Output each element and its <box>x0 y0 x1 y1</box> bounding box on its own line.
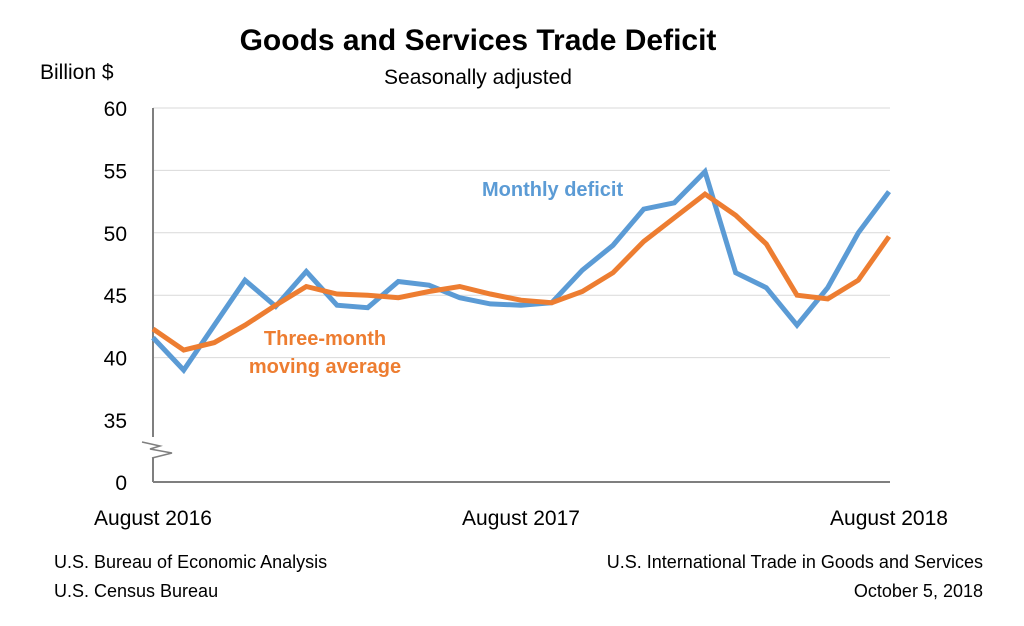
moving-average-label-line1: Three-month <box>264 328 386 350</box>
release-line-1: U.S. International Trade in Goods and Se… <box>607 552 983 572</box>
axis-break-icon <box>141 441 173 459</box>
y-tick-label: 35 <box>104 410 127 433</box>
y-tick-label: 50 <box>104 223 127 246</box>
y-tick-label: 45 <box>104 285 127 308</box>
moving-average-label-line2: moving average <box>249 356 401 378</box>
chart-title: Goods and Services Trade Deficit <box>240 24 717 57</box>
chart-subtitle: Seasonally adjusted <box>384 66 572 89</box>
release-line-2: October 5, 2018 <box>854 581 983 601</box>
source-line-2: U.S. Census Bureau <box>54 581 218 601</box>
y-tick-label: 60 <box>104 98 127 121</box>
x-tick-label: August 2016 <box>94 507 212 530</box>
monthly-deficit-label: Monthly deficit <box>482 179 623 201</box>
y-axis-label: Billion $ <box>40 61 114 84</box>
y-tick-label-zero: 0 <box>115 472 127 495</box>
y-tick-label: 40 <box>104 348 127 371</box>
x-tick-label: August 2018 <box>830 507 948 530</box>
moving-average-line <box>151 191 892 353</box>
x-tick-label: August 2017 <box>462 507 580 530</box>
source-line-1: U.S. Bureau of Economic Analysis <box>54 552 327 572</box>
y-tick-label: 55 <box>104 160 127 183</box>
